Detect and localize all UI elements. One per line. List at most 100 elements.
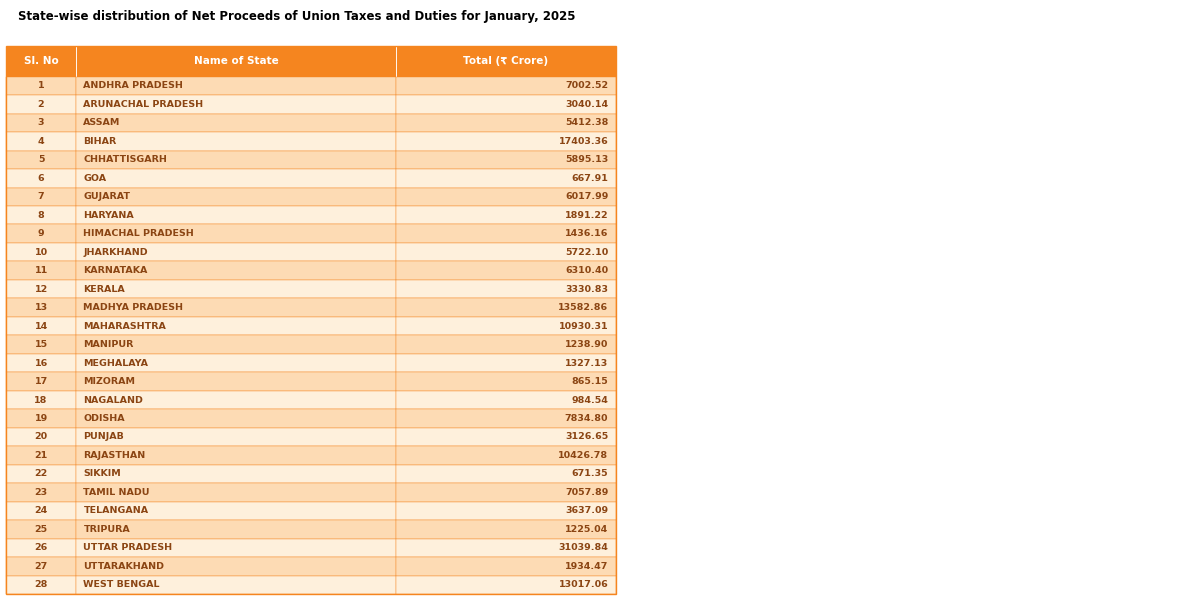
Bar	[6, 391, 76, 409]
Text: NAGALAND: NAGALAND	[84, 395, 143, 404]
Text: ARUNACHAL PRADESH: ARUNACHAL PRADESH	[84, 100, 204, 109]
Bar	[396, 95, 616, 113]
Text: TAMIL NADU: TAMIL NADU	[84, 488, 150, 497]
Text: 13582.86: 13582.86	[558, 303, 608, 312]
Text: 10930.31: 10930.31	[559, 322, 608, 331]
Text: 4: 4	[37, 137, 44, 146]
Bar	[6, 575, 76, 594]
Text: 27: 27	[35, 562, 48, 571]
Bar	[6, 46, 76, 77]
Bar	[396, 464, 616, 483]
Bar	[396, 409, 616, 428]
Text: 13: 13	[35, 303, 48, 312]
Text: 17: 17	[35, 377, 48, 386]
Bar	[396, 298, 616, 317]
Text: 8: 8	[37, 211, 44, 220]
Text: MADHYA PRADESH: MADHYA PRADESH	[84, 303, 184, 312]
Text: MEGHALAYA: MEGHALAYA	[84, 359, 149, 368]
Bar	[396, 113, 616, 132]
Bar	[6, 539, 76, 557]
Bar	[6, 428, 76, 446]
Bar	[76, 262, 396, 280]
Bar	[396, 77, 616, 95]
Bar	[6, 132, 76, 151]
Bar	[6, 243, 76, 262]
Bar	[396, 188, 616, 206]
Text: MANIPUR: MANIPUR	[84, 340, 133, 349]
Text: HIMACHAL PRADESH: HIMACHAL PRADESH	[84, 229, 194, 238]
Bar	[6, 262, 76, 280]
Bar	[76, 575, 396, 594]
Text: 5: 5	[38, 155, 44, 164]
Text: 25: 25	[35, 525, 48, 534]
Text: TRIPURA: TRIPURA	[84, 525, 130, 534]
Text: 7002.52: 7002.52	[565, 82, 608, 91]
Text: MAHARASHTRA: MAHARASHTRA	[84, 322, 167, 331]
Bar	[396, 206, 616, 224]
Text: RAJASTHAN: RAJASTHAN	[84, 451, 145, 460]
Bar	[396, 483, 616, 502]
Text: PUNJAB: PUNJAB	[84, 433, 124, 442]
Bar	[396, 280, 616, 298]
Text: Sl. No: Sl. No	[24, 56, 59, 66]
Bar	[76, 557, 396, 575]
Text: 7834.80: 7834.80	[565, 414, 608, 423]
Bar	[396, 46, 616, 77]
Bar	[396, 243, 616, 262]
Text: 3040.14: 3040.14	[565, 100, 608, 109]
Text: 3126.65: 3126.65	[565, 433, 608, 442]
Text: 1891.22: 1891.22	[565, 211, 608, 220]
Bar	[6, 95, 76, 113]
Text: ANDHRA PRADESH: ANDHRA PRADESH	[84, 82, 184, 91]
Bar	[6, 188, 76, 206]
Bar	[396, 224, 616, 243]
Text: 1436.16: 1436.16	[565, 229, 608, 238]
Text: UTTAR PRADESH: UTTAR PRADESH	[84, 544, 173, 553]
Text: 28: 28	[35, 580, 48, 589]
Bar	[6, 354, 76, 372]
Bar	[76, 391, 396, 409]
Bar	[76, 520, 396, 539]
Text: 18: 18	[35, 395, 48, 404]
Bar	[76, 113, 396, 132]
Bar	[6, 446, 76, 464]
Bar	[76, 46, 396, 77]
Text: 14: 14	[35, 322, 48, 331]
Text: 6310.40: 6310.40	[565, 266, 608, 275]
Bar	[76, 446, 396, 464]
Text: 1238.90: 1238.90	[565, 340, 608, 349]
Bar	[76, 502, 396, 520]
Bar	[396, 354, 616, 372]
Bar	[6, 280, 76, 298]
Text: 1225.04: 1225.04	[565, 525, 608, 534]
Bar	[396, 391, 616, 409]
Bar	[6, 206, 76, 224]
Bar	[396, 520, 616, 539]
Bar	[76, 317, 396, 335]
Bar	[76, 77, 396, 95]
Bar	[76, 354, 396, 372]
Text: 984.54: 984.54	[571, 395, 608, 404]
Bar	[6, 224, 76, 243]
Bar	[76, 335, 396, 354]
Bar	[76, 409, 396, 428]
Bar	[76, 95, 396, 113]
Text: UTTARAKHAND: UTTARAKHAND	[84, 562, 164, 571]
Bar	[6, 335, 76, 354]
Bar	[6, 372, 76, 391]
Bar	[6, 483, 76, 502]
Text: 20: 20	[35, 433, 48, 442]
Text: 17403.36: 17403.36	[558, 137, 608, 146]
Bar	[6, 409, 76, 428]
Text: 16: 16	[35, 359, 48, 368]
Text: GUJARAT: GUJARAT	[84, 192, 131, 201]
Bar	[76, 464, 396, 483]
Bar	[76, 243, 396, 262]
Bar	[6, 520, 76, 539]
Text: 24: 24	[35, 506, 48, 515]
Text: 12: 12	[35, 284, 48, 293]
Text: 3637.09: 3637.09	[565, 506, 608, 515]
Text: 23: 23	[35, 488, 48, 497]
Bar	[76, 188, 396, 206]
Bar	[396, 151, 616, 169]
